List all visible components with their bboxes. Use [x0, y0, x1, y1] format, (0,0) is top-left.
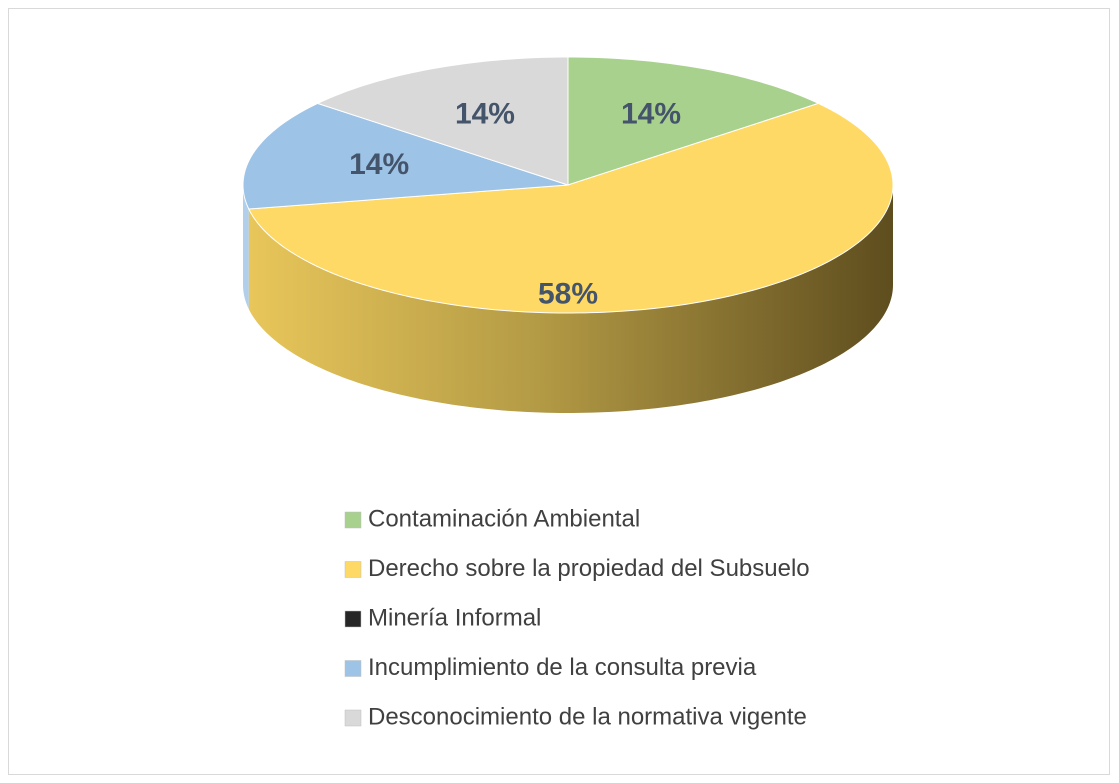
legend-swatch	[344, 511, 362, 529]
legend-swatch	[344, 561, 362, 578]
pie-slice	[567, 56, 820, 186]
legend-swatch	[344, 709, 362, 727]
pie-slice	[247, 102, 894, 314]
legend-label: Desconocimiento de la normativa vigente	[368, 703, 807, 730]
slice-side	[243, 185, 249, 309]
data-label: 14%	[455, 97, 515, 130]
data-label: 14%	[621, 97, 681, 130]
slice-side	[248, 185, 893, 413]
data-label: 14%	[349, 148, 409, 181]
data-label: 58%	[538, 278, 598, 311]
legend-label: Contaminación Ambiental	[368, 505, 640, 532]
legend-label: Incumplimiento de la consulta previa	[368, 654, 757, 681]
legend-swatch	[344, 610, 362, 628]
legend-label: Minería Informal	[368, 604, 541, 631]
pie-slice	[316, 56, 569, 186]
pie-slice	[242, 102, 569, 210]
legend-swatch	[344, 660, 362, 677]
legend-label: Derecho sobre la propiedad del Subsuelo	[368, 555, 810, 582]
